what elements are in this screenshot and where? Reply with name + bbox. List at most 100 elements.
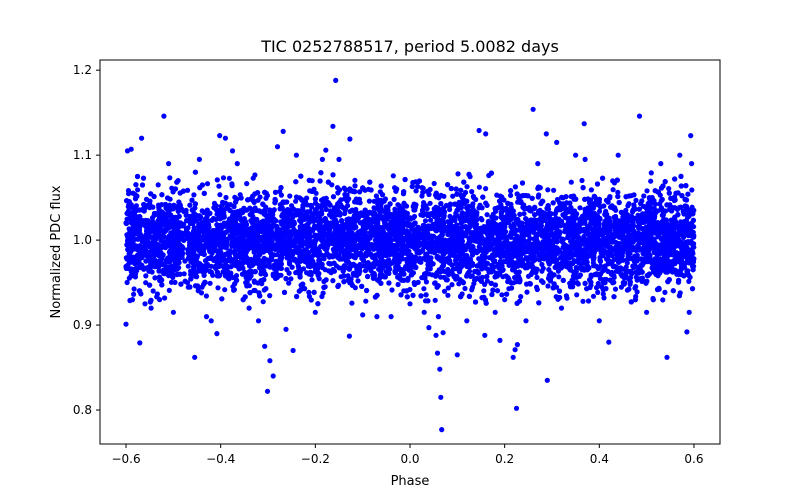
data-point xyxy=(626,286,632,292)
data-point xyxy=(577,205,583,211)
data-point xyxy=(371,205,377,211)
data-point xyxy=(229,181,235,187)
data-point xyxy=(237,192,243,198)
data-point xyxy=(297,217,303,224)
data-point xyxy=(260,201,266,207)
data-point xyxy=(428,217,434,223)
data-point xyxy=(131,286,137,292)
data-point xyxy=(181,271,187,277)
data-point xyxy=(534,286,540,293)
chart-title: TIC 0252788517, period 5.0082 days xyxy=(260,37,559,56)
data-point xyxy=(618,284,625,290)
data-point xyxy=(588,187,595,193)
data-point xyxy=(191,192,197,198)
data-point xyxy=(539,268,545,274)
data-point xyxy=(508,192,514,198)
data-point xyxy=(633,284,639,290)
data-point xyxy=(306,289,312,295)
data-point xyxy=(215,285,221,291)
data-point xyxy=(252,172,258,178)
data-point xyxy=(203,293,209,299)
data-point xyxy=(596,208,603,214)
data-point xyxy=(612,286,619,292)
data-point xyxy=(554,196,561,203)
data-point xyxy=(551,187,557,193)
data-point xyxy=(662,289,668,295)
data-point xyxy=(432,297,438,303)
data-point xyxy=(441,288,448,294)
data-point xyxy=(216,183,222,189)
data-point xyxy=(124,279,130,286)
data-point xyxy=(517,211,523,217)
data-point xyxy=(223,194,229,201)
data-point xyxy=(274,252,280,258)
data-point xyxy=(199,284,205,290)
data-point xyxy=(390,173,396,179)
data-point xyxy=(579,177,585,184)
data-point xyxy=(267,293,273,299)
data-point xyxy=(395,281,401,288)
data-point xyxy=(362,268,369,274)
data-point xyxy=(484,278,490,284)
data-point xyxy=(625,203,631,209)
data-point xyxy=(462,189,469,196)
data-point xyxy=(330,278,336,284)
data-point xyxy=(633,274,639,280)
data-point xyxy=(691,244,697,250)
data-point xyxy=(273,258,279,264)
data-point xyxy=(272,223,278,229)
data-point xyxy=(633,197,639,203)
data-point xyxy=(263,286,269,292)
data-point xyxy=(421,286,427,292)
data-point xyxy=(649,210,655,216)
data-point xyxy=(306,271,312,277)
data-point xyxy=(469,287,475,293)
data-point xyxy=(220,175,227,181)
data-point xyxy=(309,277,315,283)
data-point xyxy=(355,278,361,284)
data-point xyxy=(445,285,451,291)
data-point xyxy=(568,179,574,185)
data-point xyxy=(499,292,505,298)
data-point xyxy=(278,192,284,198)
data-point xyxy=(462,285,468,292)
data-point xyxy=(536,192,542,198)
data-point xyxy=(483,186,489,192)
data-point xyxy=(226,175,232,181)
data-point xyxy=(512,184,519,190)
data-point xyxy=(162,295,168,301)
data-point xyxy=(639,198,645,204)
data-point xyxy=(641,193,647,199)
data-point xyxy=(525,273,532,279)
data-point xyxy=(308,297,314,303)
data-point xyxy=(689,187,695,193)
data-point xyxy=(648,170,654,176)
data-point xyxy=(185,187,191,193)
data-point xyxy=(366,198,372,204)
data-point xyxy=(556,274,562,280)
data-point xyxy=(293,270,299,276)
data-point xyxy=(345,273,351,279)
data-point xyxy=(288,276,294,282)
data-point xyxy=(293,198,299,204)
data-point xyxy=(545,187,551,193)
data-point xyxy=(595,289,601,295)
data-point xyxy=(447,202,453,208)
data-point xyxy=(601,295,607,301)
data-point xyxy=(524,289,530,295)
dense-point-band xyxy=(123,169,697,307)
data-point xyxy=(585,298,592,304)
data-point xyxy=(238,255,244,261)
data-point xyxy=(660,210,666,216)
data-point xyxy=(427,186,433,193)
data-point xyxy=(327,261,333,267)
data-point xyxy=(287,193,293,199)
data-point xyxy=(226,276,232,282)
data-point xyxy=(322,267,328,273)
data-point xyxy=(260,299,266,305)
data-point xyxy=(431,180,437,187)
data-point xyxy=(363,298,369,304)
data-point xyxy=(166,287,172,293)
data-point xyxy=(149,215,156,221)
data-point xyxy=(539,261,545,268)
